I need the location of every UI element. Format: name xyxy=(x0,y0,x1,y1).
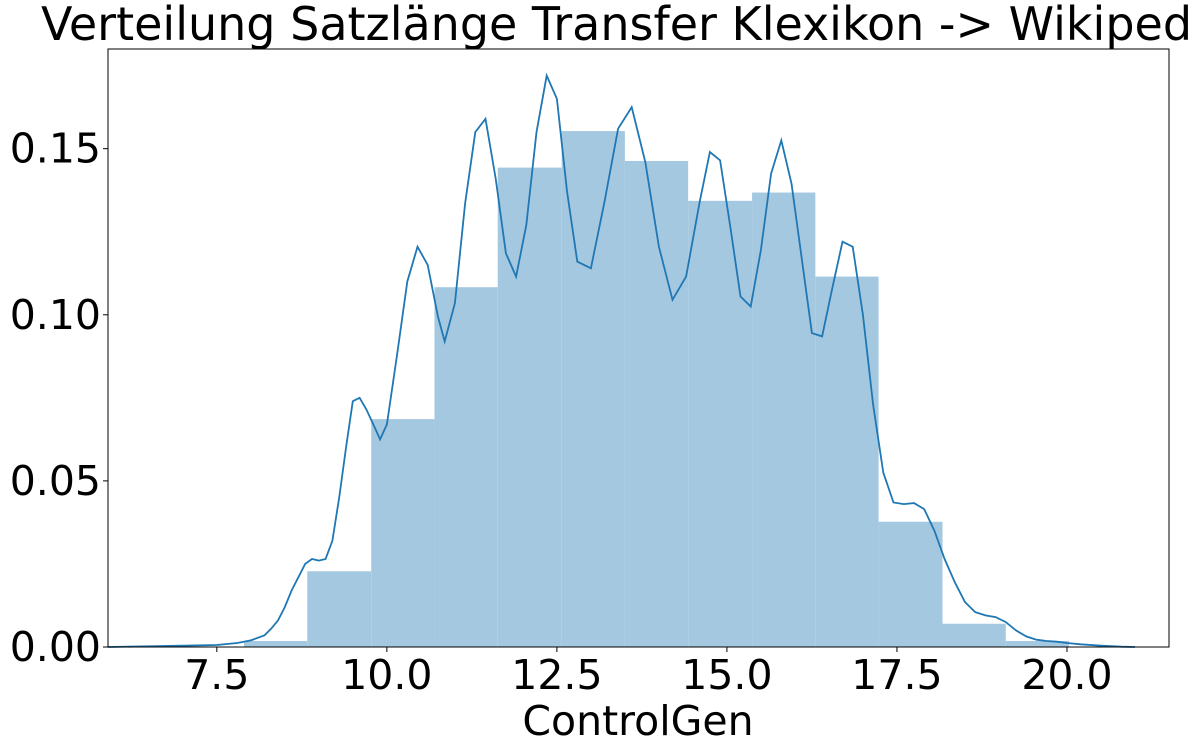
x-tick-label-5: 20.0 xyxy=(1021,651,1112,699)
x-tick-label-0: 7.5 xyxy=(184,651,249,699)
histogram-bar-8 xyxy=(752,192,816,647)
y-tick-label-3: 0.15 xyxy=(10,125,101,173)
histogram-bar-5 xyxy=(561,131,625,647)
x-tick-label-4: 17.5 xyxy=(851,651,942,699)
histogram-bar-3 xyxy=(434,287,498,647)
histogram-bar-10 xyxy=(878,521,943,647)
histogram-bar-2 xyxy=(371,419,435,647)
chart-title: Verteilung Satzlänge Transfer Klexikon -… xyxy=(41,0,1196,51)
x-tick-label-3: 15.0 xyxy=(681,651,772,699)
histogram-bar-9 xyxy=(815,276,879,647)
y-tick-label-0: 0.00 xyxy=(10,623,101,671)
y-tick-label-1: 0.05 xyxy=(10,457,101,505)
kde-line xyxy=(107,72,1136,648)
histogram-bar-11 xyxy=(942,623,1006,647)
histogram-bars xyxy=(244,131,1070,647)
histogram-bar-12 xyxy=(1005,641,1070,647)
histogram-bar-7 xyxy=(688,200,753,647)
x-axis-label: ControlGen xyxy=(522,697,753,745)
histogram-bar-6 xyxy=(624,160,689,647)
x-axis-ticks: 7.5 10.0 12.5 15.0 17.5 20.0 xyxy=(184,647,1113,699)
x-tick-label-2: 12.5 xyxy=(511,651,602,699)
histogram-bar-1 xyxy=(307,571,372,647)
y-axis-ticks: 0.00 0.05 0.10 0.15 xyxy=(10,125,108,671)
plot-frame xyxy=(107,48,1170,648)
histogram-bar-0 xyxy=(244,641,308,647)
y-tick-label-2: 0.10 xyxy=(10,291,101,339)
x-tick-label-1: 10.0 xyxy=(341,651,432,699)
histogram-bar-4 xyxy=(497,167,562,647)
